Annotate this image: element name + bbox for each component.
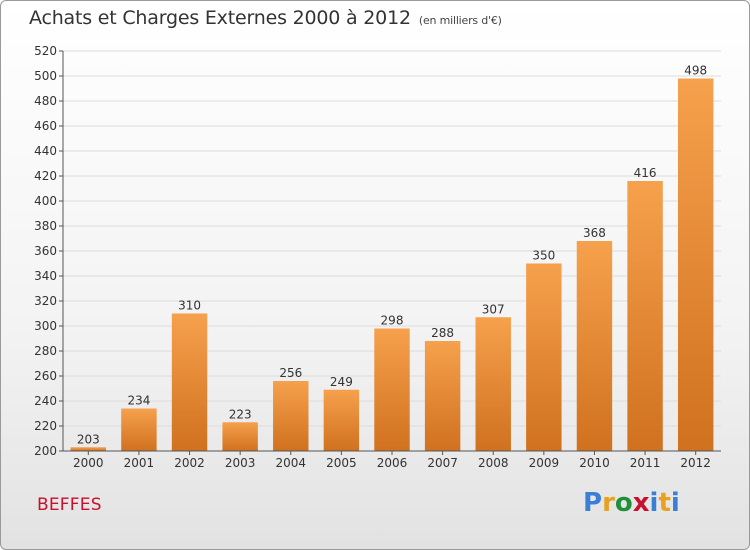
x-tick-label: 2012 bbox=[680, 456, 711, 470]
y-tick-label: 520 bbox=[34, 44, 57, 58]
data-label: 416 bbox=[634, 166, 657, 180]
y-tick-label: 380 bbox=[34, 219, 57, 233]
data-label: 256 bbox=[279, 366, 302, 380]
x-tick-label: 2002 bbox=[174, 456, 205, 470]
bar-2008 bbox=[475, 317, 511, 451]
x-tick-label: 2008 bbox=[478, 456, 509, 470]
x-tick-label: 2003 bbox=[225, 456, 256, 470]
bar-2010 bbox=[576, 241, 613, 451]
bar-2003 bbox=[222, 422, 258, 451]
data-label: 350 bbox=[532, 249, 555, 263]
data-label: 310 bbox=[178, 299, 201, 313]
bar-2004 bbox=[273, 381, 309, 451]
y-tick-label: 420 bbox=[34, 169, 57, 183]
data-label: 234 bbox=[127, 394, 150, 408]
y-tick-label: 280 bbox=[34, 344, 57, 358]
y-tick-label: 340 bbox=[34, 269, 57, 283]
logo-letter: P bbox=[583, 488, 603, 518]
bar-2007 bbox=[424, 341, 461, 451]
chart-subtitle: (en milliers d'€) bbox=[418, 14, 502, 27]
data-label: 223 bbox=[229, 407, 252, 421]
logo-letter: i bbox=[670, 488, 680, 518]
y-tick-label: 220 bbox=[34, 419, 57, 433]
bar-2009 bbox=[526, 263, 562, 451]
logo-letter: t bbox=[658, 488, 671, 518]
y-tick-label: 320 bbox=[34, 294, 57, 308]
data-label: 249 bbox=[330, 375, 353, 389]
bar-2002 bbox=[171, 313, 208, 451]
y-tick-label: 440 bbox=[34, 144, 57, 158]
x-tick-label: 2010 bbox=[579, 456, 610, 470]
bar-2006 bbox=[374, 328, 410, 451]
y-tick-label: 400 bbox=[34, 194, 57, 208]
x-tick-label: 2007 bbox=[427, 456, 458, 470]
x-tick-label: 2005 bbox=[326, 456, 357, 470]
x-tick-label: 2011 bbox=[630, 456, 661, 470]
bars: 203 234 310 223 256 249 298 288 307 350 368 416 498 bbox=[70, 64, 714, 451]
y-tick-label: 480 bbox=[34, 94, 57, 108]
data-label: 368 bbox=[583, 226, 606, 240]
data-label: 498 bbox=[684, 64, 707, 78]
data-label: 307 bbox=[482, 302, 505, 316]
y-tick-label: 300 bbox=[34, 319, 57, 333]
logo-letter: i bbox=[649, 488, 659, 518]
data-label: 288 bbox=[431, 326, 454, 340]
y-tick-label: 240 bbox=[34, 394, 57, 408]
logo-letter: x bbox=[632, 488, 650, 518]
chart-title-block: Achats et Charges Externes 2000 à 2012 (e… bbox=[29, 7, 502, 29]
logo-letter: r bbox=[602, 488, 615, 518]
x-tick-label: 2000 bbox=[73, 456, 104, 470]
x-tick-label: 2009 bbox=[529, 456, 560, 470]
bar-2012 bbox=[677, 78, 714, 451]
x-tick-label: 2006 bbox=[377, 456, 408, 470]
data-label: 298 bbox=[381, 314, 404, 328]
x-tick-label: 2001 bbox=[124, 456, 155, 470]
proxiti-logo[interactable]: Proxiti bbox=[583, 488, 680, 518]
commune-name: BEFFES bbox=[37, 495, 102, 515]
axes: 200 220 240 260 280 300 320 340 360 380 400 420 440 4… bbox=[34, 44, 721, 470]
x-tick-label: 2004 bbox=[275, 456, 306, 470]
logo-letter: o bbox=[614, 488, 633, 518]
bar-2005 bbox=[323, 389, 360, 451]
chart-title: Achats et Charges Externes 2000 à 2012 bbox=[29, 7, 411, 29]
bar-2001 bbox=[121, 408, 157, 451]
y-tick-label: 360 bbox=[34, 244, 57, 258]
data-label: 203 bbox=[77, 432, 100, 446]
y-tick-label: 500 bbox=[34, 69, 57, 83]
y-tick-label: 260 bbox=[34, 369, 57, 383]
y-tick-label: 460 bbox=[34, 119, 57, 133]
bar-2011 bbox=[627, 181, 663, 451]
bar-2000 bbox=[70, 447, 107, 451]
y-tick-label: 200 bbox=[34, 444, 57, 458]
